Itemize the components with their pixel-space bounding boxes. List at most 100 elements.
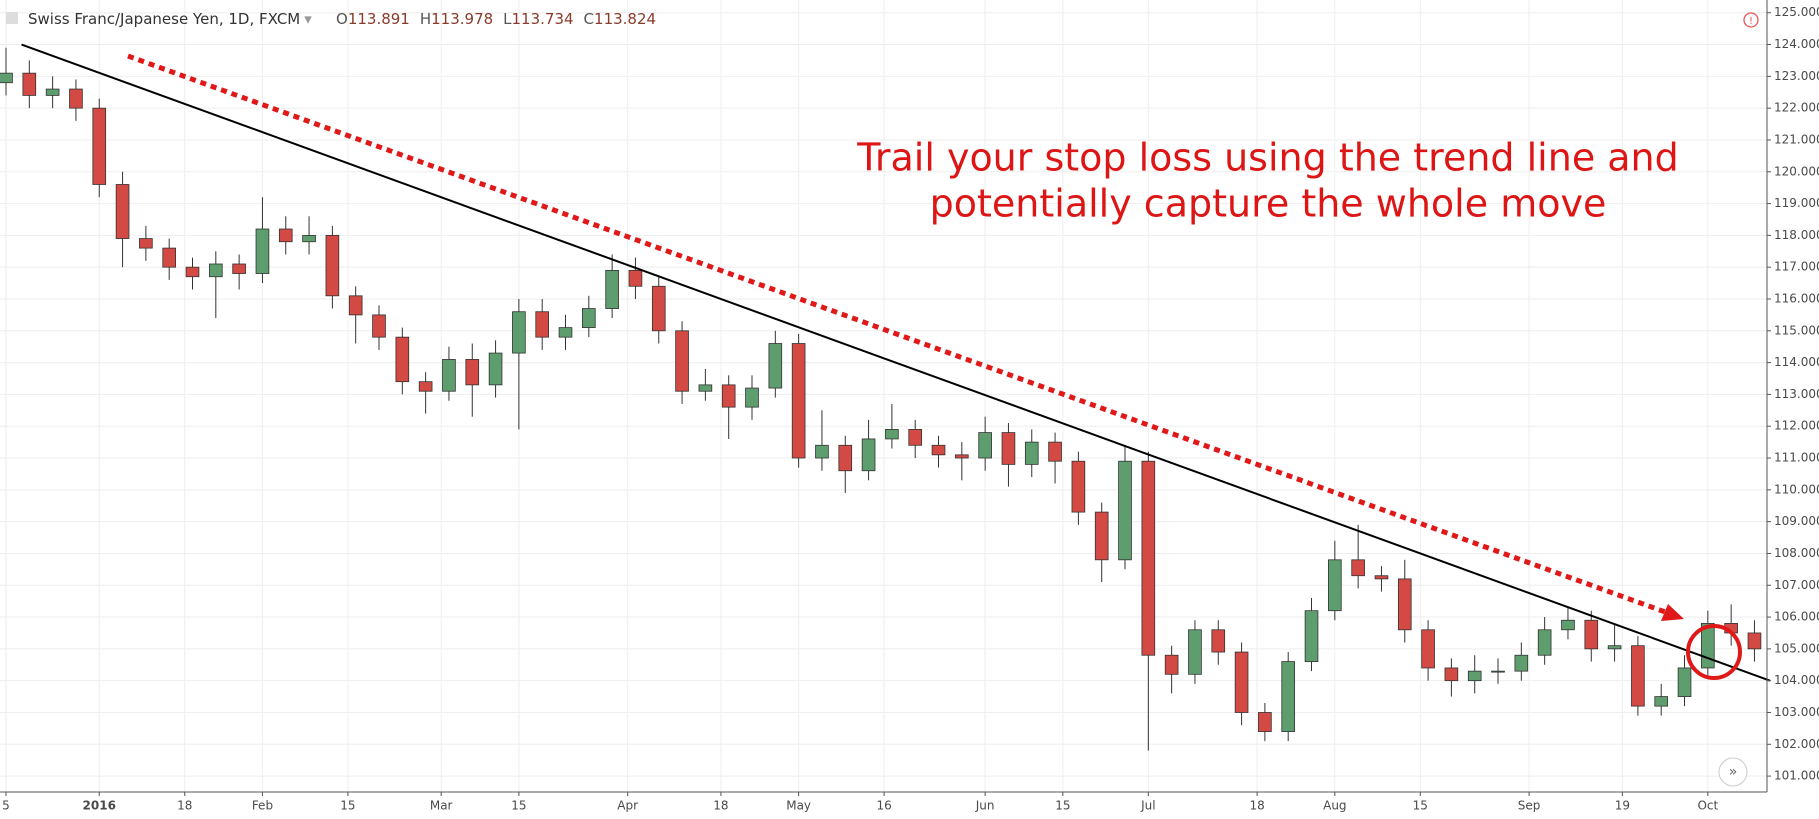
alert-mark: ! [1749, 16, 1753, 27]
candle-body [348, 295, 363, 316]
candle-body [745, 387, 759, 408]
candle-body [698, 384, 713, 392]
candle-body [768, 343, 783, 389]
candle-body [1607, 645, 1622, 650]
candle-body [465, 359, 480, 386]
y-tick-label: 108.000 [1774, 546, 1819, 560]
candle-body [955, 454, 969, 459]
y-tick-label: 120.000 [1774, 164, 1819, 178]
candle-body [1094, 511, 1109, 561]
x-tick-label: 18 [1249, 799, 1264, 813]
highlight-circle [1686, 624, 1742, 680]
ohlc-label: C [584, 10, 594, 28]
x-tick-label: 18 [713, 799, 728, 813]
candle-body [1024, 441, 1039, 465]
candle-body [1747, 632, 1762, 650]
candle-body [395, 336, 410, 383]
x-tick-label: 15 [1413, 799, 1428, 813]
alert-icon[interactable] [1743, 12, 1759, 28]
candle-body [1514, 654, 1529, 672]
y-tick-label: 116.000 [1774, 291, 1819, 305]
x-tick-label: 16 [876, 799, 891, 813]
dropdown[interactable]: ▾ [304, 10, 312, 28]
y-tick-label: 121.000 [1774, 132, 1819, 146]
y-tick-label: 115.000 [1774, 323, 1819, 337]
candle-body [721, 384, 736, 408]
candle-body [791, 343, 806, 459]
annotation: Trail your stop loss using the trend lin… [856, 136, 1679, 180]
candle-body [278, 228, 293, 243]
ohlc-value: 113.824 [594, 10, 656, 28]
ohlc-value: 113.978 [431, 10, 493, 28]
candle-body [442, 359, 456, 392]
arrow-line [127, 53, 1669, 616]
y-tick-label: 117.000 [1774, 260, 1819, 274]
candle-body [978, 432, 992, 459]
candle-body [302, 234, 316, 243]
candle-body [255, 228, 270, 274]
y-tick-label: 112.000 [1774, 419, 1819, 433]
candle-body [605, 269, 619, 309]
y-tick-label: 105.000 [1774, 641, 1819, 655]
candle-body [1584, 619, 1599, 650]
candle-body [838, 444, 853, 472]
y-tick-label: 101.000 [1774, 769, 1819, 783]
x-tick-label: Aug [1323, 799, 1346, 813]
ohlc-value: 113.891 [348, 10, 410, 28]
y-tick-label: 118.000 [1774, 228, 1819, 242]
candle-body [488, 352, 503, 386]
y-tick-label: 125.000 [1774, 5, 1819, 19]
candle-body [1397, 578, 1412, 631]
x-tick-label: Mar [430, 799, 453, 813]
candle-body [45, 88, 60, 96]
candle-body [1654, 696, 1669, 707]
y-tick-label: 122.000 [1774, 101, 1819, 115]
x-tick-label: 15 [340, 799, 355, 813]
y-tick-label: 102.000 [1774, 737, 1819, 751]
chart-title: Swiss Franc/Japanese Yen, 1D, FXCM [28, 10, 300, 28]
ohlc-label: O [336, 10, 348, 28]
x-tick-label: Feb [252, 799, 273, 813]
y-tick-label: 104.000 [1774, 673, 1819, 687]
x-tick-label: Jun [975, 799, 995, 813]
candle-body [861, 438, 876, 472]
y-tick-label: 114.000 [1774, 355, 1819, 369]
candle-body [1444, 667, 1459, 682]
candle-body [1188, 629, 1202, 675]
candle-body [1537, 629, 1552, 656]
candle-body [885, 428, 899, 440]
candle-body [1281, 661, 1296, 732]
candle-body [675, 330, 689, 392]
x-tick-label: 15 [1055, 799, 1070, 813]
symbol-icon[interactable] [6, 12, 18, 24]
candle-body [69, 88, 83, 109]
candle-body [92, 107, 107, 185]
candle-body [1421, 629, 1435, 669]
candle-body [0, 72, 13, 84]
candle-body [325, 234, 340, 297]
candle-body [1118, 460, 1132, 561]
candle-body [908, 428, 923, 446]
candle-body [139, 238, 153, 249]
plot [0, 43, 1771, 751]
candle-body [1164, 654, 1179, 675]
y-tick-label: 119.000 [1774, 196, 1819, 210]
y-tick-label: 110.000 [1774, 482, 1819, 496]
candle-body [535, 311, 550, 338]
y-tick-label: 103.000 [1774, 705, 1819, 719]
x-tick-label: 15 [511, 799, 526, 813]
candle-body [115, 184, 130, 239]
y-tick-label: 124.000 [1774, 37, 1819, 51]
candle-body [1561, 619, 1575, 631]
candle-body [628, 269, 643, 287]
candle-body [1328, 559, 1342, 612]
candle-body [1304, 610, 1319, 662]
candle-body [1001, 432, 1016, 465]
scroll-button[interactable] [1718, 757, 1748, 787]
candle-body [372, 314, 386, 338]
annotation: potentially capture the whole move [930, 182, 1607, 226]
y-tick-label: 109.000 [1774, 514, 1819, 528]
trend-line [21, 43, 1771, 682]
candle-body [1351, 559, 1365, 577]
